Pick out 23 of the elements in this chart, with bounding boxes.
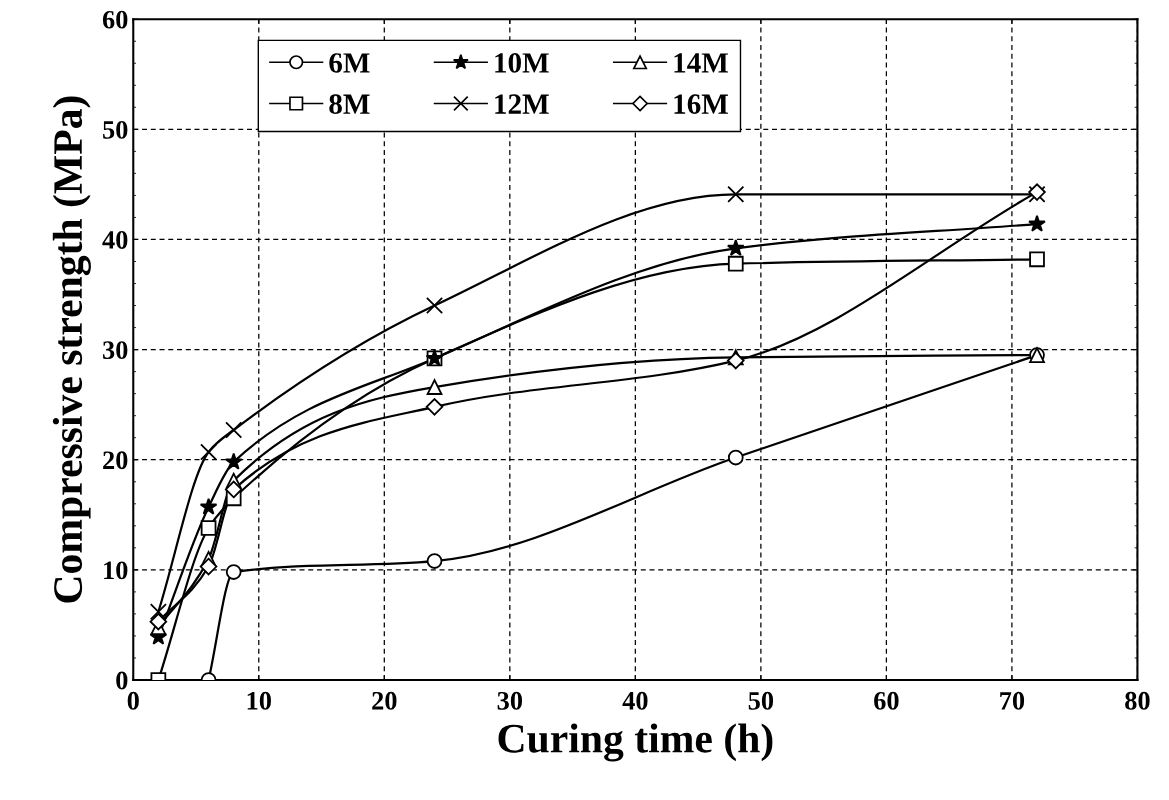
x-tick-label: 60 xyxy=(874,691,899,710)
y-tick-label: 40 xyxy=(102,231,128,249)
x-tick-label: 70 xyxy=(1000,691,1025,710)
x-tick-label: 80 xyxy=(1125,691,1150,710)
x-tick-label: 10 xyxy=(247,691,271,710)
legend-label: 10M xyxy=(495,53,549,73)
legend-label: 14M xyxy=(674,53,728,73)
legend-label: 12M xyxy=(495,94,549,114)
y-axis-title: Compressive strength (MPa) xyxy=(52,96,91,603)
x-tick-label: 50 xyxy=(748,691,774,710)
y-tick-label: 50 xyxy=(103,120,128,139)
x-tick-label: 40 xyxy=(622,691,648,710)
y-tick-label: 30 xyxy=(103,341,128,360)
x-axis-title: Curing time (h) xyxy=(498,723,773,762)
y-tick-label: 20 xyxy=(103,451,128,470)
legend-label: 16M xyxy=(674,94,728,114)
x-tick-label: 30 xyxy=(497,691,523,710)
y-tick-label: 0 xyxy=(116,671,128,690)
y-tick-label: 60 xyxy=(102,10,128,29)
legend-label: 6M xyxy=(329,53,370,73)
y-tick-label: 10 xyxy=(104,561,128,580)
legend-label: 8M xyxy=(329,94,370,114)
x-tick-label: 20 xyxy=(372,691,397,710)
